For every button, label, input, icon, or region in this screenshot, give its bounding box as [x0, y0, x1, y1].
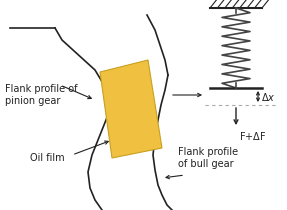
Polygon shape [100, 60, 162, 158]
Text: $\Delta$x: $\Delta$x [261, 91, 276, 102]
Text: Flank profile of
pinion gear: Flank profile of pinion gear [5, 84, 77, 106]
Text: Flank profile
of bull gear: Flank profile of bull gear [178, 147, 238, 169]
Text: F+$\Delta$F: F+$\Delta$F [239, 130, 267, 142]
Text: Oil film: Oil film [30, 153, 65, 163]
